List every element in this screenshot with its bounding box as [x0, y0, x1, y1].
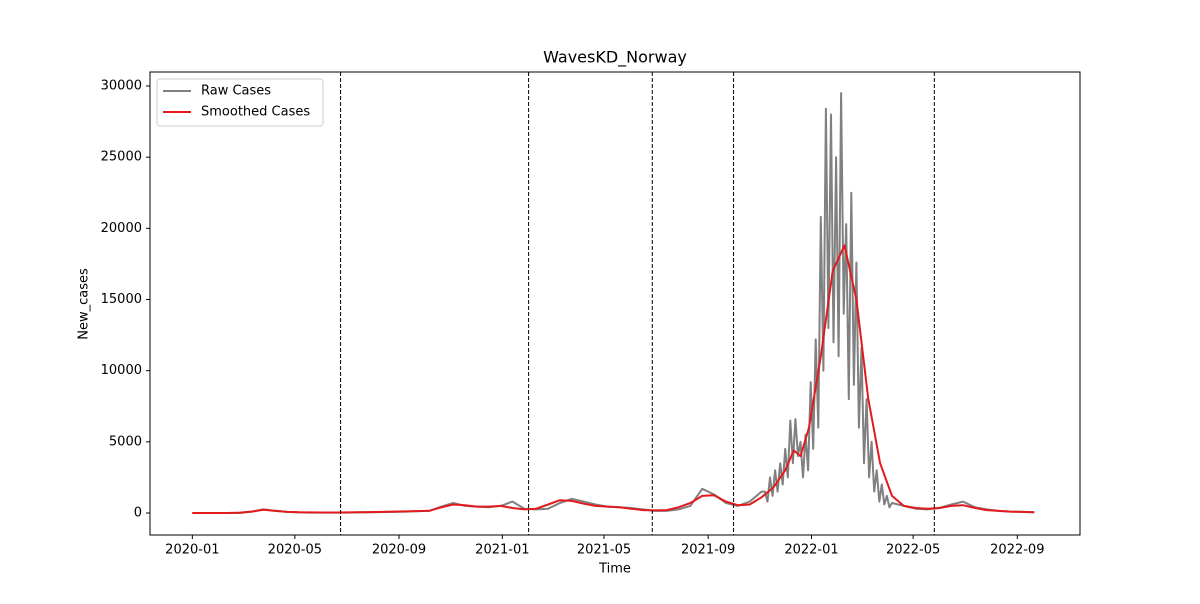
plot-frame [149, 71, 1081, 536]
legend-label: Smoothed Cases [201, 105, 310, 120]
chart-title: WavesKD_Norway [543, 48, 687, 68]
y-tick-label: 30000 [101, 79, 142, 94]
x-tick-label: 2020-05 [268, 543, 322, 558]
x-tick-label: 2021-01 [475, 543, 529, 558]
x-tick-label: 2022-05 [886, 543, 940, 558]
legend-label: Raw Cases [201, 84, 271, 99]
x-tick-label: 2022-09 [990, 543, 1044, 558]
y-tick-label: 15000 [101, 292, 142, 307]
y-tick-label: 10000 [101, 363, 142, 378]
x-tick-label: 2022-01 [784, 543, 838, 558]
y-tick-label: 20000 [101, 221, 142, 236]
x-tick-label: 2021-09 [681, 543, 735, 558]
x-axis-label: Time [598, 562, 631, 577]
y-tick-label: 25000 [101, 150, 142, 165]
x-tick-label: 2020-09 [372, 543, 426, 558]
y-axis-label: New_cases [77, 268, 92, 340]
line-series [192, 244, 1035, 514]
legend-box [156, 78, 324, 127]
x-tick-label: 2020-01 [165, 543, 219, 558]
y-tick-label: 5000 [109, 434, 142, 449]
x-tick-label: 2021-05 [577, 543, 631, 558]
y-tick-label: 0 [134, 505, 142, 520]
